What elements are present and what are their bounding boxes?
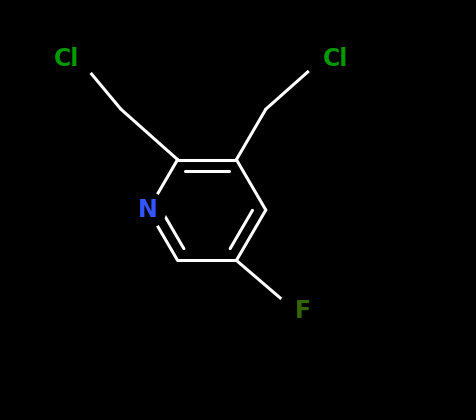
Circle shape <box>61 41 96 76</box>
Circle shape <box>304 41 339 76</box>
Text: F: F <box>295 299 311 323</box>
Text: N: N <box>138 198 158 222</box>
Text: Cl: Cl <box>53 47 79 71</box>
Circle shape <box>277 293 312 328</box>
Text: Cl: Cl <box>322 47 347 71</box>
Circle shape <box>130 192 166 228</box>
